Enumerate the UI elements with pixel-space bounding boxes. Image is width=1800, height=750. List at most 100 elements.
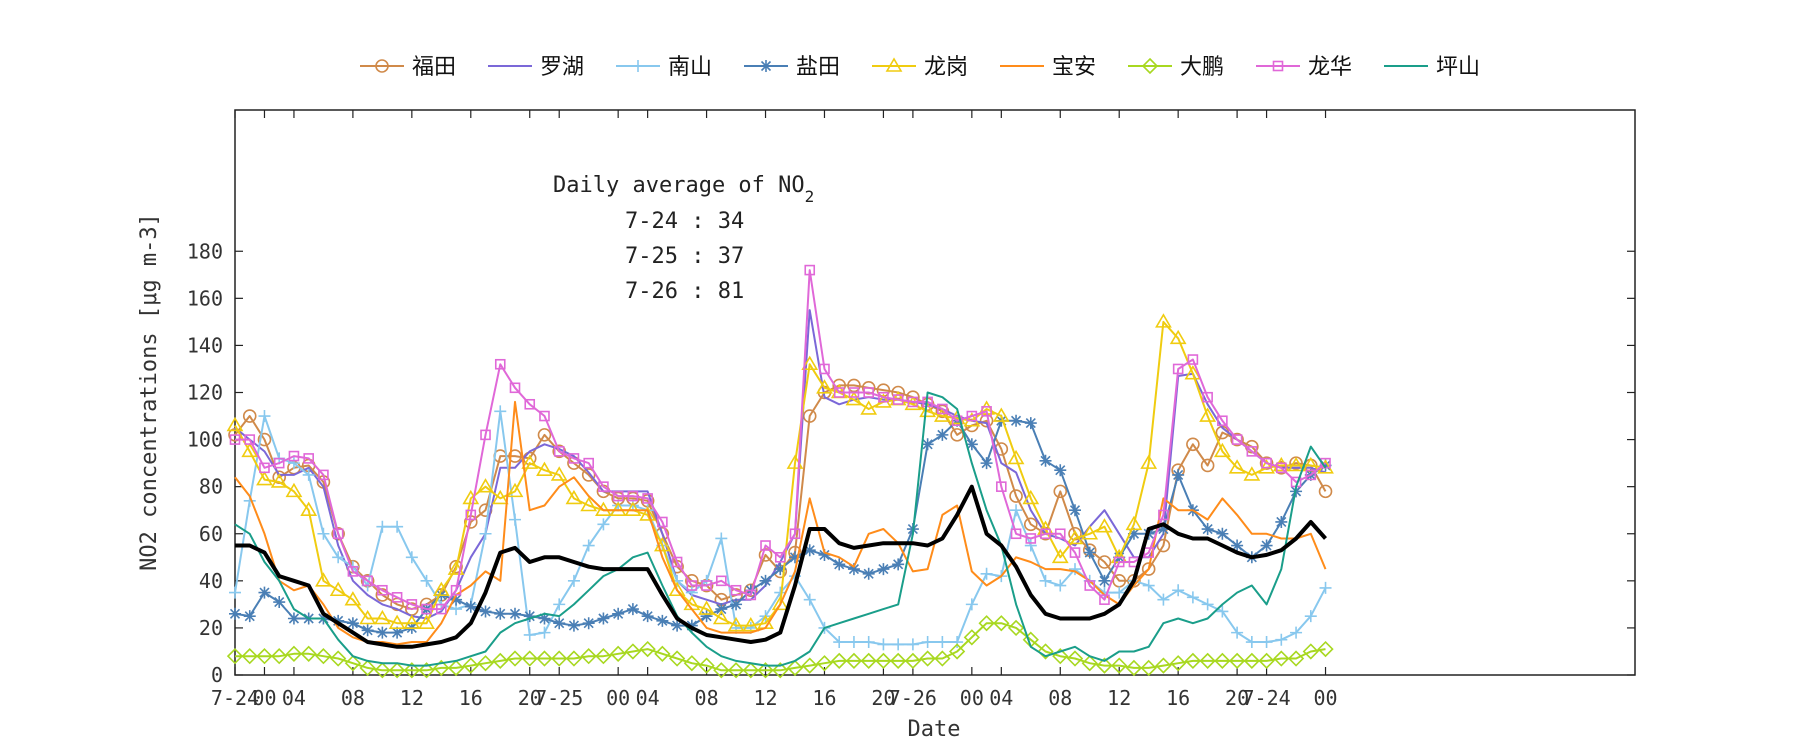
data-point xyxy=(639,506,657,521)
data-point xyxy=(373,609,391,625)
data-point xyxy=(388,662,406,679)
x-tick-label: 16 xyxy=(1166,686,1190,710)
data-point xyxy=(272,470,287,485)
data-point xyxy=(521,454,539,469)
data-point xyxy=(374,662,391,679)
x-axis-label: Date xyxy=(908,717,961,742)
x-tick-label: 7-26 xyxy=(889,686,937,710)
data-point xyxy=(550,466,568,481)
x-tick-label: 20 xyxy=(1225,686,1249,710)
data-point xyxy=(242,409,257,423)
data-point xyxy=(1096,518,1113,533)
data-point xyxy=(257,432,272,447)
data-point xyxy=(1155,657,1172,674)
data-point xyxy=(1228,652,1246,670)
data-point xyxy=(391,626,404,639)
data-point xyxy=(1069,504,1081,517)
data-point xyxy=(464,600,477,613)
data-point xyxy=(1053,484,1068,499)
series-layer xyxy=(226,264,1334,679)
legend-label: 大鹏 xyxy=(1180,55,1224,80)
data-point xyxy=(375,588,390,602)
legend-item: 罗湖 xyxy=(488,55,584,80)
x-tick-label: 04 xyxy=(636,686,660,710)
data-point xyxy=(715,603,728,616)
data-point xyxy=(1186,591,1199,604)
data-point xyxy=(344,591,362,606)
data-point xyxy=(654,645,671,662)
data-point xyxy=(892,558,905,571)
data-point xyxy=(715,532,728,545)
data-point xyxy=(273,596,286,609)
data-point xyxy=(1010,504,1023,517)
data-point xyxy=(1039,574,1052,587)
data-point xyxy=(934,650,951,667)
data-point xyxy=(713,662,730,679)
series-line xyxy=(234,391,1327,667)
x-tick-label: 08 xyxy=(695,686,719,710)
data-point xyxy=(1261,457,1272,469)
data-point xyxy=(491,489,509,505)
data-point xyxy=(819,363,830,375)
data-point xyxy=(1169,329,1187,345)
series-average xyxy=(235,484,1327,649)
data-point xyxy=(551,650,568,667)
data-point xyxy=(948,643,966,660)
data-point xyxy=(996,481,1007,492)
data-point xyxy=(1184,365,1202,380)
data-point xyxy=(332,528,344,540)
legend-item: 盐田 xyxy=(744,55,840,80)
data-point xyxy=(965,438,978,451)
data-point xyxy=(553,446,565,457)
data-point xyxy=(285,645,303,662)
data-point xyxy=(772,662,789,679)
data-point xyxy=(1098,586,1111,599)
data-point xyxy=(1024,417,1037,430)
data-point xyxy=(1069,563,1081,576)
data-point xyxy=(891,385,905,400)
data-point xyxy=(1275,515,1288,528)
data-point xyxy=(1125,659,1143,677)
data-point xyxy=(965,598,978,611)
data-point xyxy=(1231,626,1244,639)
data-point xyxy=(509,513,521,526)
data-point xyxy=(241,648,258,665)
y-tick-label: 120 xyxy=(187,381,223,405)
data-point xyxy=(1172,584,1185,597)
data-point xyxy=(683,655,700,672)
data-point xyxy=(878,391,889,403)
y-tick-label: 140 xyxy=(187,333,223,357)
data-point xyxy=(376,520,389,533)
data-point xyxy=(376,626,389,639)
data-point xyxy=(521,650,538,667)
annotation-line-2: 7-25 : 37 xyxy=(625,244,744,269)
data-point xyxy=(1010,528,1022,540)
data-point xyxy=(479,527,492,540)
series-7 xyxy=(229,264,1331,615)
legend-label: 宝安 xyxy=(1052,55,1096,80)
data-point xyxy=(567,574,580,587)
data-point xyxy=(567,619,580,632)
data-point xyxy=(598,481,609,492)
data-point xyxy=(406,599,418,610)
data-point xyxy=(1287,456,1305,472)
data-point xyxy=(447,659,465,677)
data-point xyxy=(875,652,892,670)
data-point xyxy=(509,607,521,620)
annotation-line-1: 7-24 : 34 xyxy=(625,209,744,234)
data-point xyxy=(329,581,347,597)
data-point xyxy=(892,394,904,405)
data-point xyxy=(287,612,300,625)
annotation-line-3: 7-26 : 81 xyxy=(625,279,744,304)
data-point xyxy=(1069,547,1081,558)
data-point xyxy=(919,402,937,418)
data-point xyxy=(862,567,875,580)
legend-item: 坪山 xyxy=(1384,55,1480,80)
data-point xyxy=(1214,652,1231,670)
data-point xyxy=(742,616,760,632)
data-point xyxy=(1305,469,1317,481)
data-point xyxy=(226,416,244,432)
data-point xyxy=(1187,354,1199,365)
data-point xyxy=(877,638,890,651)
data-point xyxy=(523,628,536,641)
